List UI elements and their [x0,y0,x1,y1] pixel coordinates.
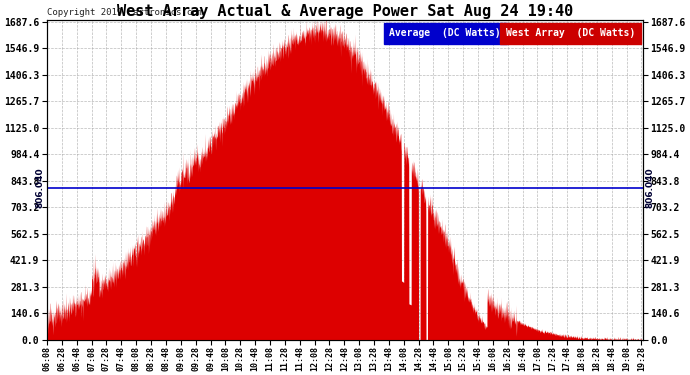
Text: Copyright 2019 Cartronics.com: Copyright 2019 Cartronics.com [47,8,203,17]
Text: 806.040: 806.040 [35,168,44,208]
Title: West Array Actual & Average Power Sat Aug 24 19:40: West Array Actual & Average Power Sat Au… [117,4,573,19]
Legend: Average  (DC Watts), West Array  (DC Watts): Average (DC Watts), West Array (DC Watts… [384,25,638,41]
Text: 806.040: 806.040 [646,168,655,208]
